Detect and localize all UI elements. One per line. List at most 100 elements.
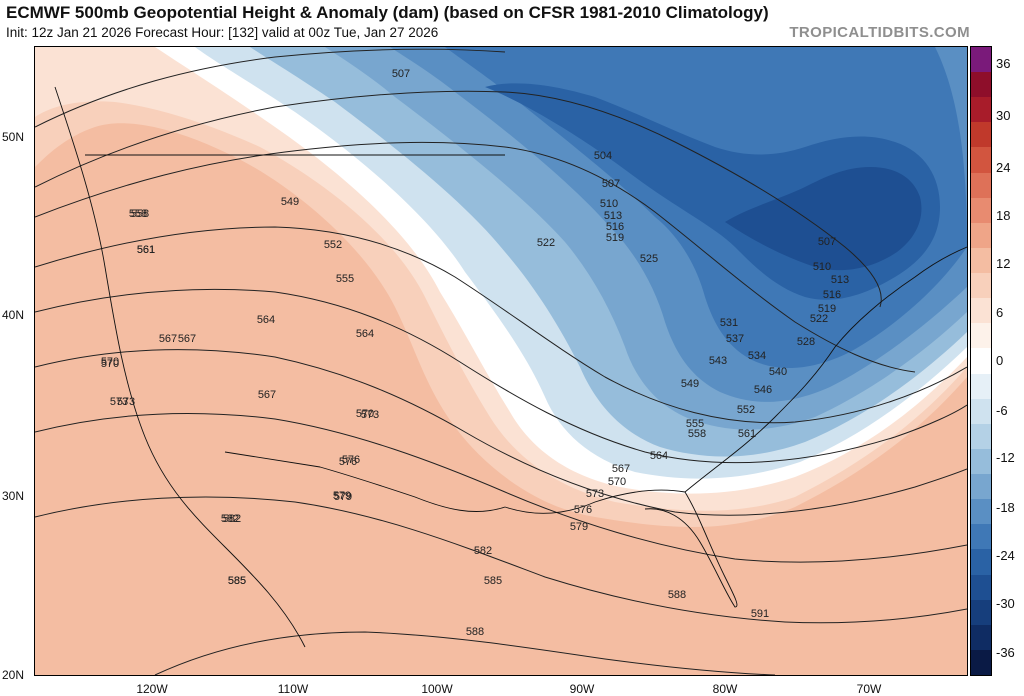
colorbar-segment (971, 298, 991, 324)
contour-label: 525 (640, 253, 658, 265)
colorbar-label: -6 (996, 403, 1008, 418)
contour-label: 585 (484, 575, 502, 587)
colorbar-segment (971, 373, 991, 400)
colorbar-label: 0 (996, 353, 1004, 368)
contour-label: 561 (738, 428, 756, 440)
colorbar-segment (971, 474, 991, 500)
colorbar-segment (971, 398, 991, 425)
lon-label-100w: 100W (421, 682, 453, 696)
contour-label: 558 (131, 208, 149, 220)
colorbar-segment (971, 549, 991, 575)
contour-label: 516 (823, 289, 841, 301)
contour-label: 582 (221, 513, 239, 525)
contour-label: 579 (334, 491, 352, 503)
height-contour (35, 141, 916, 373)
contour-label: 546 (754, 384, 772, 396)
contour-label: 528 (797, 336, 815, 348)
contour-label: 507 (392, 68, 410, 80)
contour-label: 543 (709, 355, 727, 367)
colorbar-segment (971, 172, 991, 199)
init-forecast-valid-line: Init: 12z Jan 21 2026 Forecast Hour: [13… (6, 25, 439, 40)
source-credit[interactable]: TROPICALTIDBITS.COM (789, 24, 970, 41)
lat-label-30n: 30N (2, 489, 25, 503)
contour-label: 573 (586, 488, 604, 500)
height-contour (35, 349, 967, 516)
contour-label: 567 (159, 333, 177, 345)
colorbar-segment (971, 574, 991, 601)
colorbar-label: 12 (996, 256, 1011, 271)
colorbar-segment (971, 72, 991, 98)
colorbar-segment (971, 147, 991, 174)
contour-label: 576 (574, 504, 592, 516)
contour-label: 570 (101, 356, 119, 368)
colorbar-segment (971, 499, 991, 525)
contour-label: 513 (604, 210, 622, 222)
contour-label: 549 (681, 378, 699, 390)
lat-label-20n: 20N (2, 668, 25, 682)
height-contour (35, 226, 967, 424)
contour-label: 582 (223, 513, 241, 525)
contour-label: 549 (281, 196, 299, 208)
coastline (684, 246, 967, 493)
height-contour (154, 631, 776, 675)
contour-label: 522 (810, 313, 828, 325)
contour-label: 585 (228, 575, 246, 587)
contour-label: 552 (737, 404, 755, 416)
colorbar-label: 30 (996, 108, 1011, 123)
contour-label: 570 (608, 476, 626, 488)
colorbar-segment (971, 47, 991, 73)
contour-label: 516 (606, 221, 624, 233)
contour-label: 579 (570, 521, 588, 533)
contour-label: 588 (466, 626, 484, 638)
colorbar-segment (971, 222, 991, 249)
lon-label-90w: 90W (569, 682, 595, 696)
contour-label: 519 (818, 303, 836, 315)
contour-label: 564 (356, 328, 374, 340)
contour-label: 564 (650, 450, 668, 462)
map-title: ECMWF 500mb Geopotential Height & Anomal… (6, 3, 769, 22)
contour-label: 510 (813, 261, 831, 273)
contour-label: 507 (602, 178, 620, 190)
colorbar-label: 36 (996, 56, 1011, 71)
contour-label: 561 (137, 244, 155, 256)
contour-label: 555 (336, 273, 354, 285)
colorbar-segment (971, 423, 991, 450)
contour-label: 522 (537, 237, 555, 249)
contour-label: 567 (258, 389, 276, 401)
contour-label: 519 (606, 232, 624, 244)
height-contour (35, 412, 967, 563)
contour-label: 558 (688, 428, 706, 440)
colorbar-segment (971, 448, 991, 475)
map-panel: 507 504 507 510 513 516 519 522 525 507 510 513 516 5… (34, 46, 968, 676)
colorbar-segment (971, 97, 991, 123)
colorbar-label: 18 (996, 208, 1011, 223)
lat-label-40n: 40N (2, 308, 25, 322)
colorbar-label: -12 (996, 450, 1015, 465)
height-contour (35, 288, 967, 464)
contour-label: 510 (600, 198, 618, 210)
contour-label: 576 (339, 456, 357, 468)
lon-label-70w: 70W (856, 682, 882, 696)
contour-label: 570 (101, 358, 119, 370)
height-contour (35, 496, 967, 624)
contour-label: 588 (668, 589, 686, 601)
contour-label: 582 (474, 545, 492, 557)
colorbar-segment (971, 624, 991, 651)
contour-label: 540 (769, 366, 787, 378)
contour-label: 579 (333, 490, 351, 502)
map-canvas: 5075045075105135165195225255075105135165… (35, 47, 967, 675)
colorbar-segment (971, 122, 991, 148)
lon-label-110w: 110W (277, 682, 309, 696)
contour-label: 531 (720, 317, 738, 329)
contour-label: 552 (324, 239, 342, 251)
country-border (224, 451, 506, 512)
contour-label: 573 (361, 409, 379, 421)
contour-label: 576 (342, 454, 360, 466)
colorbar-segment (971, 599, 991, 626)
contour-label: 504 (594, 150, 612, 162)
contour-label: 564 (257, 314, 275, 326)
contour-label: 573 (117, 396, 135, 408)
contour-label: 567 (612, 463, 630, 475)
colorbar-segment (971, 247, 991, 274)
lon-label-80w: 80W (712, 682, 738, 696)
